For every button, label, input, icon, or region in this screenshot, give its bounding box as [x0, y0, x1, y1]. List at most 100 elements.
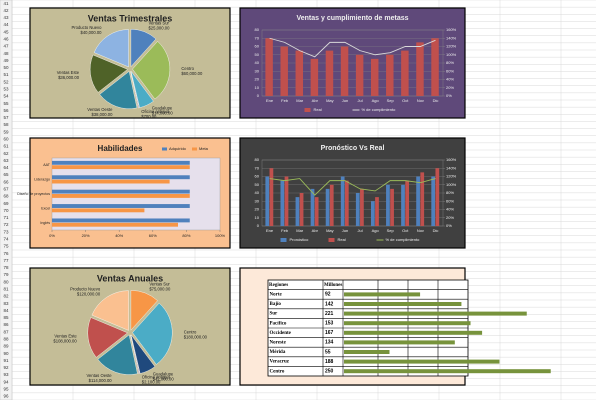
chart: Regiones Millones Norte 92 Bajío 142 Sur 221 Pac…	[239, 267, 551, 386]
slice-value-label: $180,000.00	[184, 334, 208, 339]
slice-label: Centro	[181, 66, 194, 71]
bar	[52, 218, 190, 223]
slice-label: Ventas Sur	[149, 282, 170, 287]
legend-label: Meta	[199, 146, 209, 151]
row-number: 57	[3, 115, 9, 120]
x-tick-label: Jul	[357, 98, 362, 103]
bar	[390, 188, 394, 226]
x-tick-label: Ago	[372, 98, 380, 103]
chart-title: Habilidades	[98, 144, 143, 153]
bar	[314, 197, 319, 226]
region-value: 250	[325, 369, 334, 375]
row-number: 50	[3, 65, 9, 70]
y2-tick-label: 40%	[446, 77, 454, 82]
y-tick-label: 60	[255, 174, 260, 179]
region-value: 221	[325, 311, 334, 317]
slice-value-label: $114,000.00	[89, 378, 113, 383]
slice-label: Producto Nuevo	[71, 25, 102, 30]
x-tick-label: Dic	[433, 98, 439, 103]
slice-label: Guadalupe	[153, 371, 174, 376]
slice-label: Oficina antigua	[141, 109, 170, 114]
row-number: 63	[3, 158, 9, 163]
pie-slice	[130, 71, 140, 109]
bar	[52, 204, 190, 208]
bar	[269, 168, 274, 226]
slice-value-label: $108,000.00	[53, 339, 77, 344]
pie-slice	[89, 54, 128, 93]
pie-slice	[87, 317, 128, 358]
slice-value-label: $38,000.00	[91, 112, 113, 117]
y-tick-label: 80	[255, 27, 260, 32]
bar	[325, 50, 334, 96]
y2-tick-label: 140%	[446, 165, 457, 170]
legend-swatch	[328, 238, 335, 242]
y-tick-label: 70	[255, 35, 260, 40]
bar	[420, 172, 425, 226]
x-tick-label: May	[326, 228, 334, 233]
slice-value-label: $2,100.00	[142, 380, 161, 385]
row-number: 42	[3, 8, 9, 13]
row-number: 72	[3, 222, 9, 227]
y-tick-label: 60	[255, 44, 260, 49]
slice-value-label: $700.00	[141, 114, 157, 119]
x-tick-label: 80%	[182, 233, 190, 238]
bar	[310, 58, 319, 96]
y-tick-label: 30	[255, 198, 260, 203]
x-tick-label: Mar	[296, 228, 304, 233]
y-tick-label: 10	[255, 215, 260, 220]
slice-value-label: $25,000.00	[148, 25, 170, 30]
bar	[340, 176, 345, 226]
chart-title: Pronóstico Vs Real	[321, 145, 385, 152]
x-tick-label: 60%	[149, 233, 157, 238]
bar	[295, 197, 300, 226]
row-number: 75	[3, 244, 9, 249]
row-number: 66	[3, 179, 9, 184]
row-number: 95	[3, 386, 9, 391]
y-tick-label: Diseño de proyectos	[17, 192, 50, 196]
y2-tick-label: 40%	[446, 207, 454, 212]
y2-tick-label: 100%	[446, 52, 457, 57]
bar	[386, 184, 390, 226]
chart-title: Ventas Trimestrales	[88, 13, 173, 23]
x-tick-label: Mar	[296, 98, 304, 103]
x-tick-label: Oct	[402, 98, 409, 103]
slice-label: Ventas Oeste	[87, 107, 113, 112]
bar	[416, 42, 424, 96]
y-tick-label: 20	[255, 207, 260, 212]
region-value: 55	[325, 349, 331, 355]
bar	[52, 208, 145, 213]
row-number: 82	[3, 294, 9, 299]
bar	[370, 58, 379, 96]
slice-label: Guadalupe	[152, 106, 173, 111]
data-bar	[344, 292, 421, 297]
row-number: 52	[3, 79, 9, 84]
pie-slice	[91, 290, 129, 331]
region-name: Noreste	[270, 341, 287, 346]
slice-value-label: $75,000.00	[149, 287, 171, 292]
bar	[265, 176, 270, 226]
row-number: 59	[3, 129, 9, 134]
row-number: 65	[3, 172, 9, 177]
bar	[52, 194, 190, 198]
bar	[325, 188, 330, 226]
x-tick-label: Abr	[312, 228, 319, 233]
region-name: Norte	[270, 293, 283, 298]
line-series	[269, 37, 436, 58]
x-tick-label: Jun	[342, 228, 348, 233]
region-value: 167	[325, 330, 334, 336]
bar	[401, 184, 405, 226]
bar	[52, 179, 170, 184]
row-number: 46	[3, 36, 9, 41]
bar	[280, 46, 288, 96]
y2-tick-label: 120%	[446, 174, 457, 179]
row-number: 48	[3, 51, 9, 56]
row-number: 68	[3, 194, 9, 199]
row-number: 77	[3, 258, 9, 263]
chart-title: Ventas Anuales	[97, 273, 163, 283]
slice-label: Ventas Este	[54, 334, 77, 339]
bar	[52, 165, 190, 170]
pie-slice	[130, 29, 157, 68]
row-number: 83	[3, 301, 9, 306]
bar	[52, 222, 178, 227]
